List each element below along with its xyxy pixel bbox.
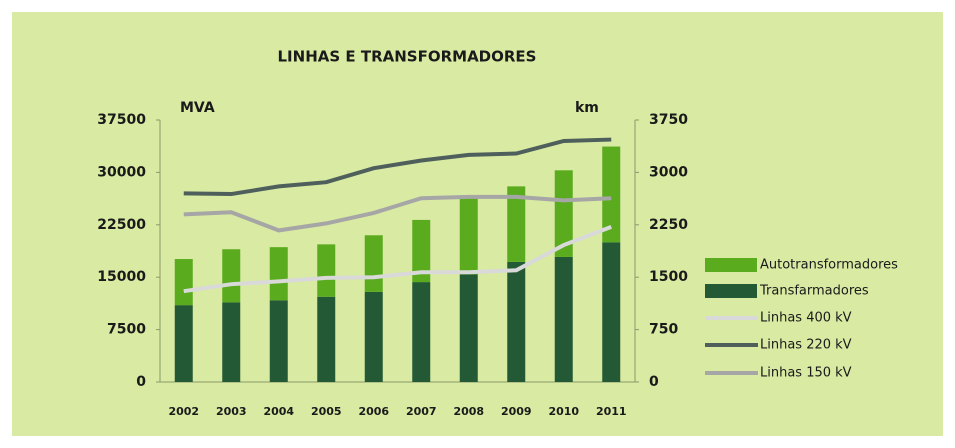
- bar: [174, 305, 193, 382]
- y2-tick-label: 3750: [649, 112, 688, 128]
- x-tick-label: 2006: [358, 405, 389, 418]
- x-tick-label: 2005: [311, 405, 342, 418]
- bar: [412, 219, 431, 283]
- x-tick-label: 2010: [548, 405, 579, 418]
- y-tick-label: 0: [136, 374, 146, 390]
- bar: [412, 282, 431, 382]
- bar: [459, 196, 478, 275]
- bar: [459, 274, 478, 382]
- legend-label: Transfarmadores: [759, 284, 869, 299]
- bar: [602, 146, 621, 243]
- y-axis-label: MVA: [180, 100, 215, 116]
- y2-tick-label: 0: [649, 374, 659, 390]
- legend-swatch: [705, 258, 757, 272]
- x-tick-label: 2009: [501, 405, 532, 418]
- legend-label: Linhas 220 kV: [760, 338, 852, 353]
- bar: [507, 261, 526, 382]
- y2-tick-label: 3000: [649, 164, 688, 180]
- y2-tick-label: 750: [649, 322, 678, 338]
- line-series: [183, 137, 612, 197]
- x-tick-label: 2003: [216, 405, 247, 418]
- x-tick-label: 2007: [406, 405, 437, 418]
- legend-label: Linhas 150 kV: [760, 366, 852, 381]
- legend-label: Autotransformadores: [760, 258, 898, 273]
- y2-axis-label: km: [575, 100, 599, 116]
- y-tick-label: 30000: [97, 164, 146, 180]
- bar: [364, 291, 383, 382]
- bar: [174, 259, 193, 306]
- x-tick-label: 2002: [168, 405, 199, 418]
- x-tick-label: 2011: [596, 405, 627, 418]
- y-tick-label: 15000: [97, 269, 146, 285]
- y-tick-label: 7500: [107, 322, 146, 338]
- y2-tick-label: 2250: [649, 217, 688, 233]
- line-series: [183, 194, 612, 233]
- bar: [222, 249, 241, 303]
- chart-title: LINHAS E TRANSFORMADORES: [278, 48, 537, 66]
- y-tick-label: 37500: [97, 112, 146, 128]
- bar: [554, 170, 573, 257]
- bar: [317, 296, 336, 382]
- x-tick-label: 2004: [263, 405, 294, 418]
- bar: [364, 235, 383, 292]
- bar: [507, 186, 526, 262]
- line-series: [183, 225, 612, 294]
- bar: [317, 244, 336, 297]
- bar: [554, 256, 573, 382]
- bar: [269, 247, 288, 301]
- y2-tick-label: 1500: [649, 269, 688, 285]
- bar: [269, 300, 288, 382]
- legend-label: Linhas 400 kV: [760, 311, 852, 326]
- x-tick-label: 2008: [453, 405, 484, 418]
- y-tick-label: 22500: [97, 217, 146, 233]
- legend-swatch: [705, 284, 757, 298]
- bar: [222, 302, 241, 382]
- bar: [602, 242, 621, 382]
